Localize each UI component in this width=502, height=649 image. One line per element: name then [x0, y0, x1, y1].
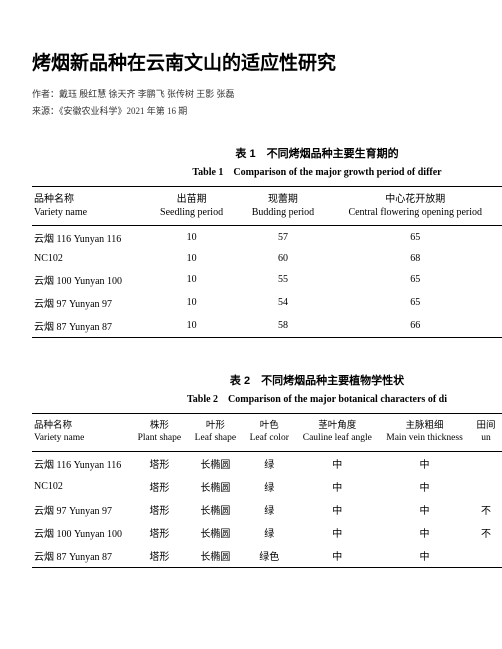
t2-h4: 茎叶角度Cauline leaf angle [296, 414, 379, 452]
table-row: 云烟 116 Yunyan 116塔形长椭圆绿中中 [32, 451, 502, 475]
table-row: NC102106068 [32, 249, 502, 268]
table2-header-row: 品种名称Variety name 株形Plant shape 叶形Leaf sh… [32, 414, 502, 452]
table1: 品种名称Variety name 出苗期Seedling period 现蕾期B… [32, 186, 502, 338]
table-row: 云烟 100 Yunyan 100105565 [32, 268, 502, 291]
source-line: 来源：《安徽农业科学》2021 年第 16 期 [32, 104, 502, 117]
t2-h6: 田间un [470, 414, 502, 452]
t2-h2: 叶形Leaf shape [188, 414, 243, 452]
table-row: 云烟 116 Yunyan 116105765 [32, 226, 502, 250]
t1-h0: 品种名称Variety name [32, 187, 146, 226]
t2-h5: 主脉粗细Main vein thickness [379, 414, 470, 452]
page-title: 烤烟新品种在云南文山的适应性研究 [32, 48, 502, 75]
table-row: NC102塔形长椭圆绿中中 [32, 475, 502, 498]
t1-h2: 现蕾期Budding period [237, 187, 328, 226]
table1-caption-cn: 表 1 不同烤烟品种主要生育期的 [132, 145, 502, 161]
t2-h1: 株形Plant shape [131, 414, 188, 452]
table-row: 云烟 100 Yunyan 100塔形长椭圆绿中中不 [32, 521, 502, 544]
table-row: 云烟 87 Yunyan 87塔形长椭圆绿色中中 [32, 544, 502, 568]
authors-line: 作者：戴珏 殷红慧 徐天齐 李鹏飞 张传树 王影 张磊 [32, 87, 502, 100]
table-row: 云烟 87 Yunyan 87105866 [32, 314, 502, 338]
table2-caption-en: Table 2 Comparison of the major botanica… [132, 390, 502, 405]
table-row: 云烟 97 Yunyan 97塔形长椭圆绿中中不 [32, 498, 502, 521]
t1-h3: 中心花开放期Central flowering opening period [328, 187, 502, 226]
t2-h0: 品种名称Variety name [32, 414, 131, 452]
table1-caption-en: Table 1 Comparison of the major growth p… [132, 163, 502, 178]
table1-header-row: 品种名称Variety name 出苗期Seedling period 现蕾期B… [32, 187, 502, 226]
table2: 品种名称Variety name 株形Plant shape 叶形Leaf sh… [32, 413, 502, 568]
t2-h3: 叶色Leaf color [243, 414, 296, 452]
table2-caption-cn: 表 2 不同烤烟品种主要植物学性状 [132, 372, 502, 388]
t1-h1: 出苗期Seedling period [146, 187, 238, 226]
table-row: 云烟 97 Yunyan 97105465 [32, 291, 502, 314]
